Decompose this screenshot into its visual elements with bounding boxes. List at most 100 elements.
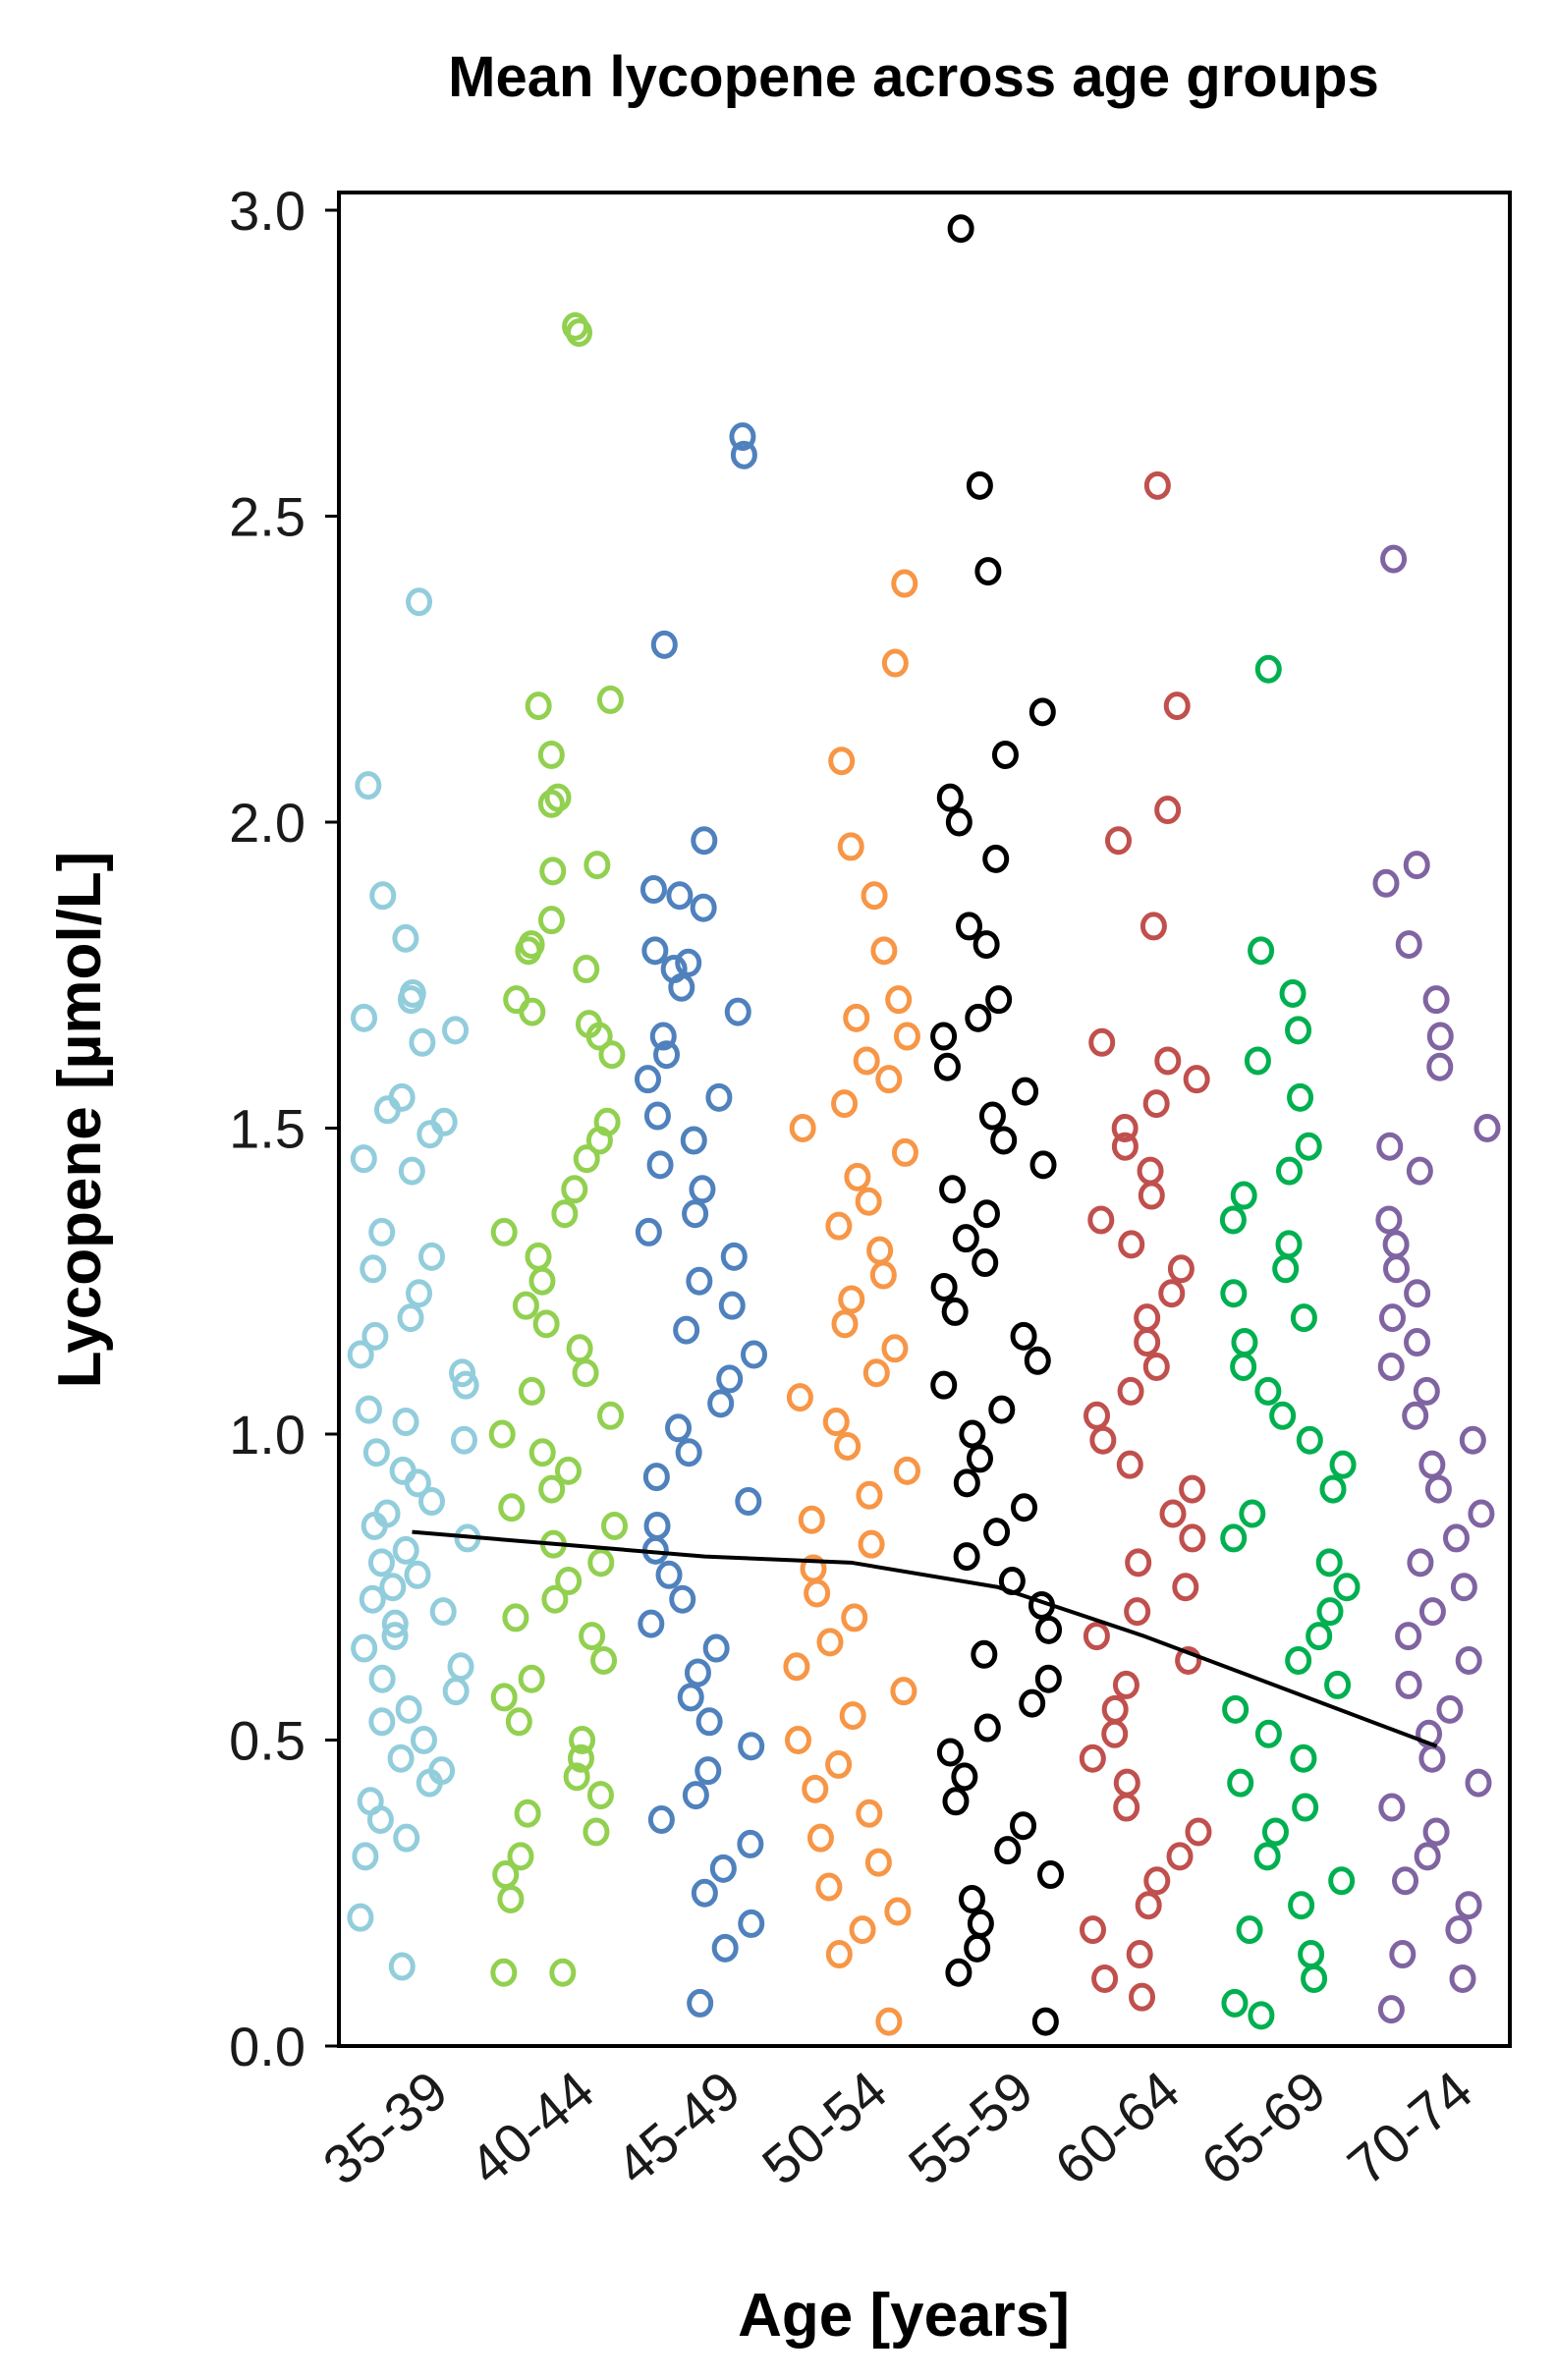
data-point: [875, 2007, 903, 2036]
data-point: [368, 1217, 396, 1246]
data-point: [675, 1438, 702, 1467]
data-point: [352, 1842, 379, 1871]
data-point: [815, 1872, 843, 1902]
data-point: [1254, 1719, 1282, 1748]
data-point: [1290, 1743, 1317, 1773]
data-point: [1230, 1181, 1257, 1210]
data-point: [1029, 1150, 1057, 1180]
x-tick-label: 40-44: [458, 2059, 605, 2196]
data-point: [1395, 930, 1422, 960]
data-point: [985, 985, 1013, 1015]
data-point: [1298, 1940, 1325, 1969]
data-point: [643, 1101, 671, 1131]
data-point: [737, 1829, 764, 1858]
data-point: [1382, 1230, 1410, 1259]
data-point: [825, 1940, 853, 1969]
data-point: [505, 1707, 532, 1737]
data-point: [828, 747, 856, 776]
data-point: [502, 1603, 529, 1633]
data-point: [1272, 1254, 1300, 1284]
data-point: [952, 1224, 979, 1253]
data-point: [1031, 2007, 1059, 2036]
data-point: [1306, 1622, 1333, 1651]
data-point: [677, 1683, 704, 1712]
data-point: [583, 1817, 610, 1847]
data-point: [447, 1652, 474, 1682]
data-point: [1375, 1205, 1403, 1235]
data-point: [555, 1567, 583, 1596]
data-point: [1113, 1793, 1140, 1822]
data-point: [738, 1732, 765, 1761]
data-point: [825, 1211, 853, 1241]
data-point: [392, 1408, 419, 1437]
data-point: [956, 912, 983, 941]
data-point: [978, 1101, 1006, 1131]
data-point: [532, 1309, 560, 1339]
data-point: [381, 1609, 409, 1638]
data-point: [1414, 1842, 1441, 1871]
data-point: [1185, 1817, 1212, 1847]
data-point: [806, 1823, 834, 1853]
data-point: [590, 1646, 618, 1676]
data-point: [1404, 1328, 1431, 1357]
data-point: [691, 826, 718, 856]
data-point: [361, 1321, 389, 1351]
data-point: [1111, 1132, 1139, 1161]
data-point: [1403, 851, 1430, 880]
data-point: [1012, 1077, 1039, 1106]
data-point: [930, 1370, 958, 1400]
data-point: [1465, 1768, 1492, 1798]
data-point: [596, 685, 624, 714]
data-point: [379, 1573, 407, 1602]
data-point: [1455, 1646, 1482, 1676]
data-point: [1112, 1670, 1139, 1699]
data-point: [691, 1878, 718, 1908]
data-point: [942, 1787, 970, 1816]
data-point: [537, 906, 565, 935]
data-point: [392, 923, 419, 953]
data-point: [554, 1456, 582, 1485]
data-point: [639, 875, 667, 905]
data-point: [1117, 1376, 1144, 1406]
data-point: [724, 997, 751, 1026]
data-point: [1376, 1132, 1404, 1161]
data-point: [518, 1376, 545, 1406]
data-point: [875, 1065, 903, 1094]
data-point: [355, 771, 382, 801]
data-point: [684, 1658, 711, 1688]
data-point: [1079, 1743, 1106, 1773]
data-point: [716, 1364, 744, 1394]
data-point: [1407, 1548, 1434, 1577]
data-point: [1436, 1694, 1464, 1724]
data-point: [1236, 1915, 1263, 1945]
data-point: [362, 1438, 390, 1467]
data-point: [1324, 1670, 1352, 1699]
data-point: [834, 1431, 861, 1461]
y-axis: 0.0 0.5 1.0 1.5 2.0 2.5 3.0: [229, 180, 339, 2077]
data-point: [784, 1726, 811, 1754]
data-point: [1220, 1279, 1248, 1308]
data-point: [1285, 1646, 1312, 1676]
y-tick-label: 0.0: [229, 2016, 306, 2077]
data-point: [825, 1749, 853, 1779]
data-point: [953, 1468, 980, 1498]
data-point: [1329, 1450, 1357, 1479]
x-axis-label: Age [years]: [738, 2282, 1070, 2350]
data-point: [1118, 1230, 1145, 1259]
data-point: [988, 1395, 1016, 1424]
data-point: [1019, 1688, 1046, 1718]
data-point: [1301, 1964, 1328, 1993]
data-markers: [347, 214, 1501, 2036]
data-point: [585, 1126, 613, 1155]
data-point: [350, 1144, 377, 1174]
data-point: [967, 1909, 994, 1938]
data-point: [853, 1046, 880, 1076]
data-point: [966, 1444, 993, 1473]
data-point: [373, 1095, 401, 1125]
data-point: [994, 1836, 1022, 1865]
data-point: [1248, 2001, 1275, 2030]
data-point: [972, 1248, 999, 1278]
data-point: [822, 1408, 850, 1437]
data-point: [1244, 1046, 1271, 1076]
